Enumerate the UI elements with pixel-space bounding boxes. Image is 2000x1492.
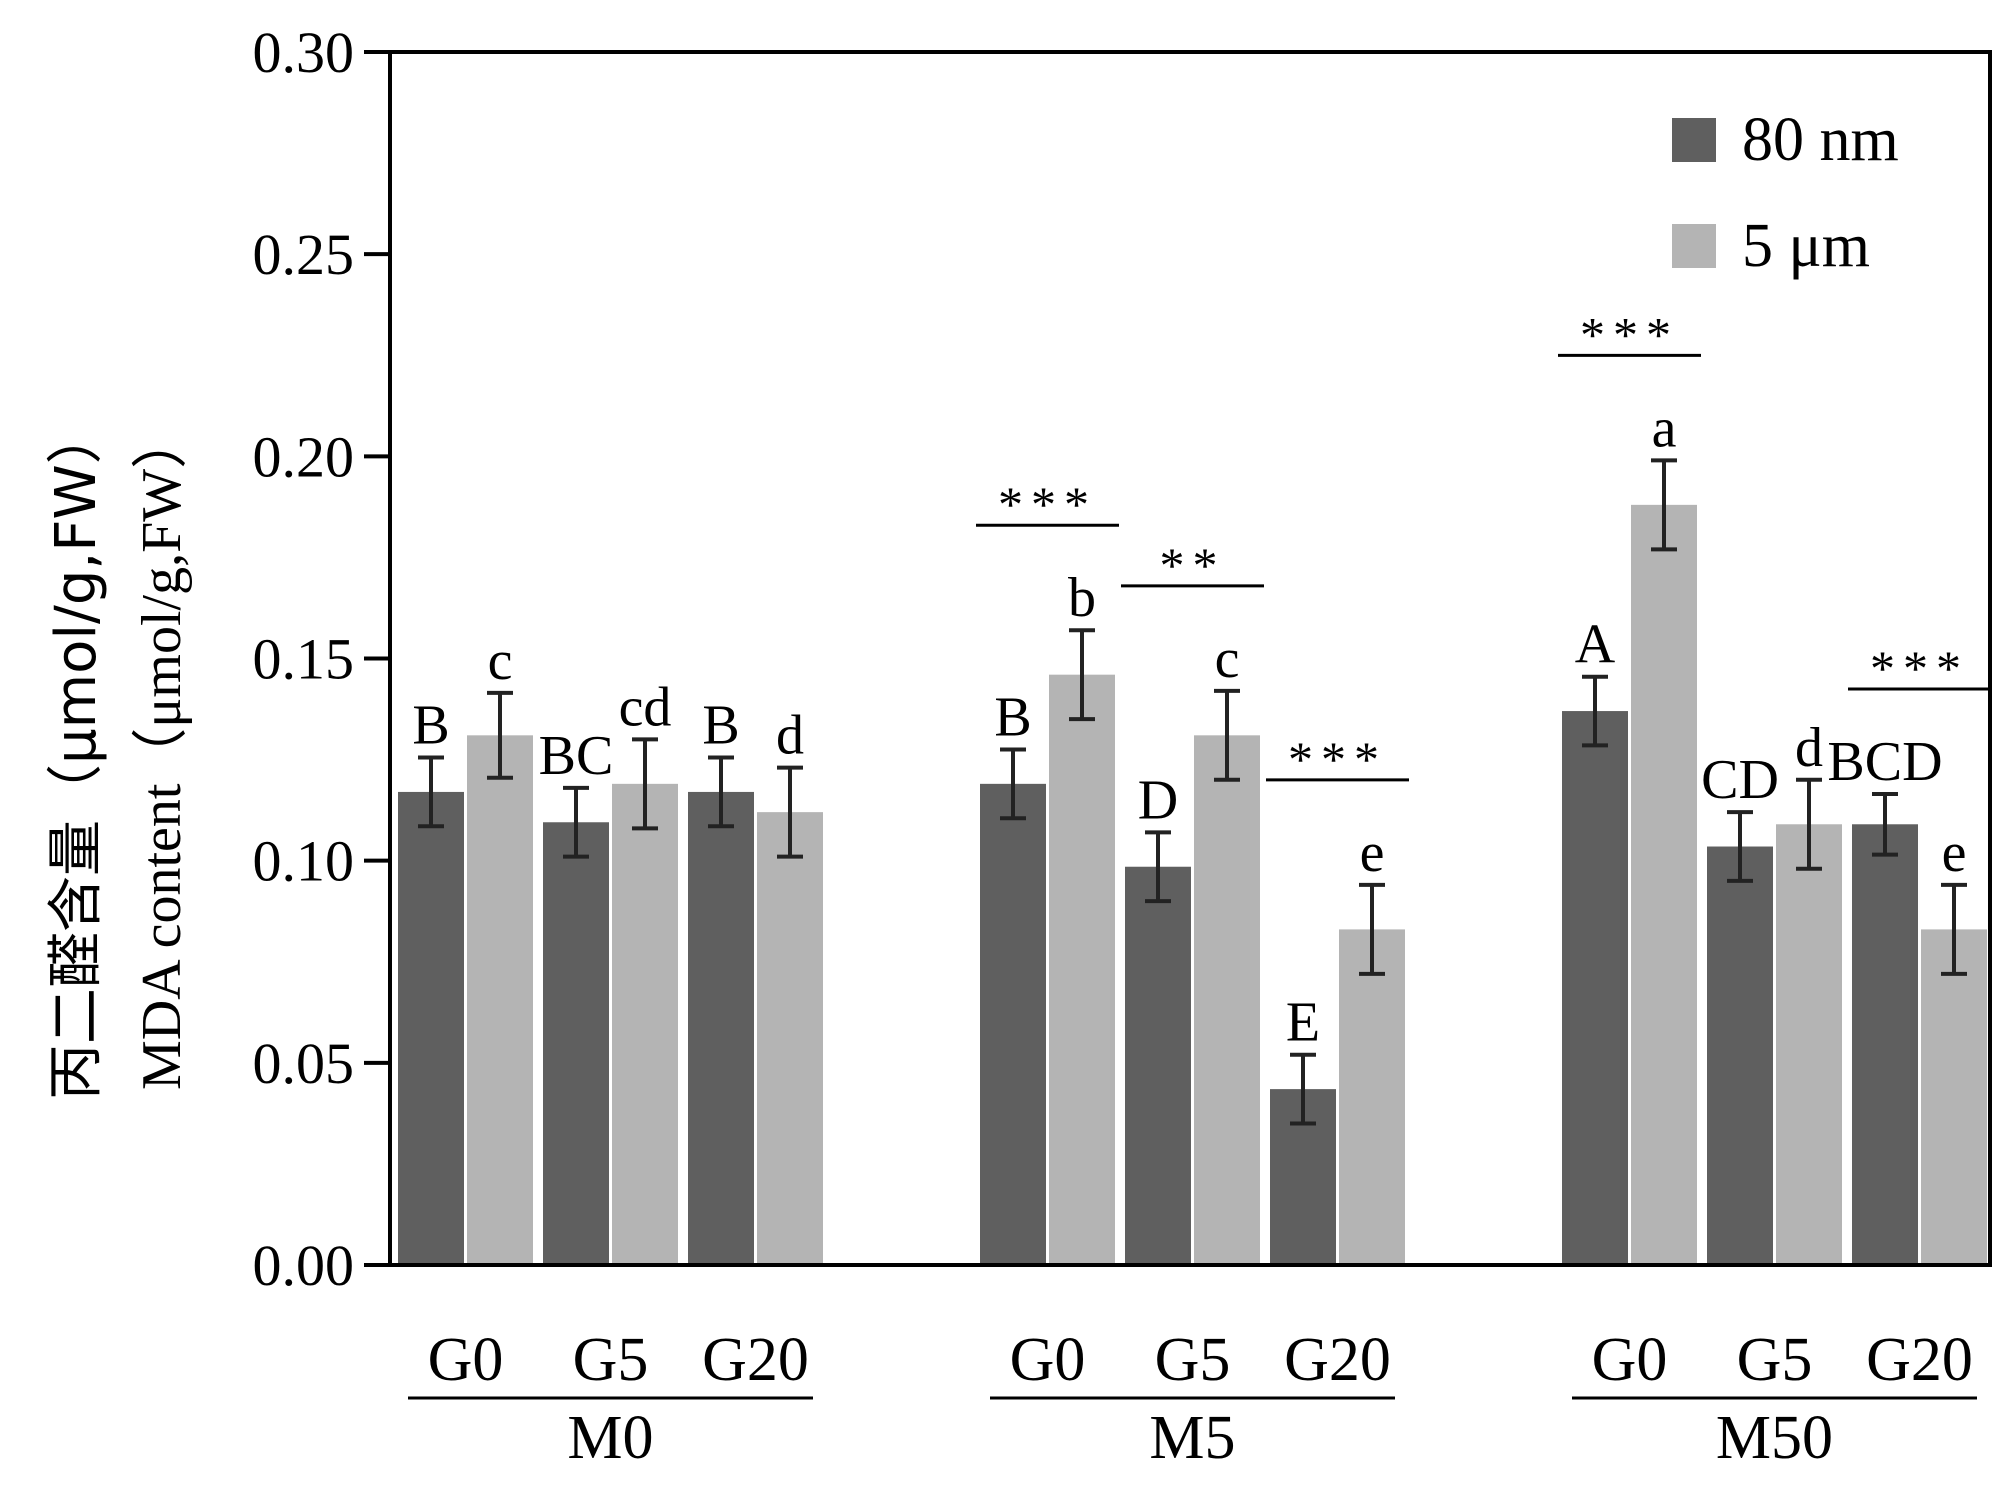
sig-letter: b bbox=[1068, 567, 1096, 629]
sig-letter: B bbox=[702, 695, 739, 757]
sig-letter: cd bbox=[619, 676, 672, 738]
bar-M5-G5-5um bbox=[1194, 735, 1260, 1263]
sig-letter: B bbox=[412, 695, 449, 757]
sig-stars: *** bbox=[1870, 640, 1969, 696]
sig-letter: e bbox=[1360, 822, 1385, 884]
sig-letter: a bbox=[1652, 397, 1677, 459]
x-subgroup-label: G0 bbox=[1592, 1326, 1668, 1394]
legend-swatch bbox=[1672, 118, 1716, 162]
x-group-label: M50 bbox=[1716, 1404, 1833, 1472]
sig-stars: *** bbox=[1288, 731, 1387, 787]
bar-M5-G0-80nm bbox=[980, 783, 1046, 1263]
y-axis-label-en: MDA content（μmol/g,FW） bbox=[131, 413, 193, 1090]
sig-letter: BCD bbox=[1827, 731, 1942, 793]
sig-letter: A bbox=[1575, 614, 1616, 676]
bar-M0-G0-80nm bbox=[398, 791, 464, 1263]
y-tick-label: 0.00 bbox=[253, 1233, 355, 1298]
bar-M5-G0-5um bbox=[1049, 674, 1115, 1263]
y-tick-label: 0.25 bbox=[253, 222, 355, 287]
sig-letter: BC bbox=[539, 725, 614, 787]
x-subgroup-label: G20 bbox=[1866, 1326, 1973, 1394]
legend-label: 80 nm bbox=[1742, 106, 1899, 174]
y-tick-label: 0.20 bbox=[253, 424, 355, 489]
y-tick-label: 0.10 bbox=[253, 829, 355, 894]
legend: 80 nm 5 μm bbox=[1672, 106, 1899, 280]
bar-M0-G20-5um bbox=[757, 812, 823, 1263]
sig-letter: c bbox=[488, 630, 513, 692]
bar-M5-G5-80nm bbox=[1125, 866, 1191, 1263]
sig-letter: B bbox=[994, 686, 1031, 748]
sig-letter: E bbox=[1286, 992, 1320, 1054]
bar-M50-G0-5um bbox=[1631, 504, 1697, 1263]
y-tick-label: 0.15 bbox=[253, 627, 355, 692]
sig-letter: CD bbox=[1701, 749, 1779, 811]
legend-swatch bbox=[1672, 224, 1716, 268]
sig-letter: e bbox=[1942, 822, 1967, 884]
bar-M50-G20-80nm bbox=[1852, 824, 1918, 1263]
x-subgroup-label: G20 bbox=[702, 1326, 809, 1394]
bar-M0-G0-5um bbox=[467, 735, 533, 1263]
bar-M0-G5-5um bbox=[612, 783, 678, 1263]
y-tick-label: 0.30 bbox=[253, 20, 355, 85]
y-tick-label: 0.05 bbox=[253, 1031, 355, 1096]
bar-M5-G20-5um bbox=[1339, 929, 1405, 1263]
x-subgroup-label: G0 bbox=[1010, 1326, 1086, 1394]
sig-stars: *** bbox=[998, 476, 1097, 532]
y-axis-label-cn: 丙二醛含量（μmol/g,FW） bbox=[44, 408, 109, 1100]
x-group-label: M0 bbox=[567, 1404, 653, 1472]
x-subgroup-label: G20 bbox=[1284, 1326, 1391, 1394]
x-subgroup-label: G5 bbox=[1737, 1326, 1813, 1394]
legend-label: 5 μm bbox=[1742, 212, 1870, 280]
bar-M50-G20-5um bbox=[1921, 929, 1987, 1263]
sig-letter: D bbox=[1138, 769, 1178, 831]
bar-M50-G0-80nm bbox=[1562, 711, 1628, 1263]
sig-stars: *** bbox=[1580, 306, 1679, 362]
bar-M50-G5-80nm bbox=[1707, 846, 1773, 1263]
x-subgroup-label: G0 bbox=[428, 1326, 504, 1394]
bar-M0-G5-80nm bbox=[543, 822, 609, 1263]
x-group-label: M5 bbox=[1149, 1404, 1235, 1472]
sig-letter: d bbox=[776, 705, 804, 767]
sig-stars: ** bbox=[1160, 537, 1226, 593]
bar-M50-G5-5um bbox=[1776, 824, 1842, 1263]
x-subgroup-label: G5 bbox=[1155, 1326, 1231, 1394]
bar-M0-G20-80nm bbox=[688, 791, 754, 1263]
y-axis-label: 丙二醛含量（μmol/g,FW） MDA content（μmol/g,FW） bbox=[44, 408, 193, 1100]
sig-letter: d bbox=[1795, 717, 1823, 779]
sig-letter: c bbox=[1215, 628, 1240, 690]
x-subgroup-label: G5 bbox=[573, 1326, 649, 1394]
